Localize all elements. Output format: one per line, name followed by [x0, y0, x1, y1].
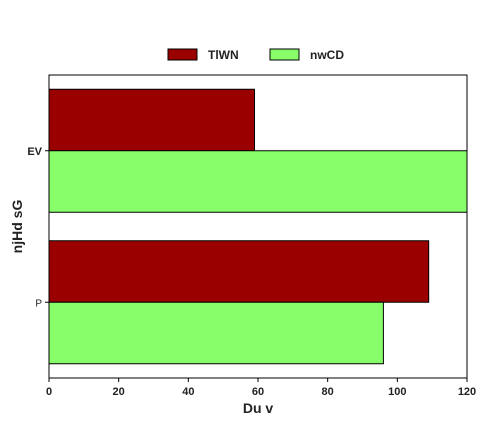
x-tick-label: 120: [458, 386, 476, 398]
x-axis: 0 20 40 60 80 100 120: [46, 378, 476, 398]
y-tick-label: P: [35, 298, 42, 309]
bars: [48, 88, 468, 365]
x-tick-label: 40: [182, 386, 194, 398]
x-tick-label: 80: [322, 386, 334, 398]
x-tick-label: 100: [388, 386, 406, 398]
y-tick-label: EV: [27, 146, 42, 158]
legend: TlWN nwCD: [167, 48, 344, 62]
x-tick-label: 0: [46, 386, 52, 398]
bar-TlWN-P: [48, 240, 430, 303]
legend-swatch: [167, 48, 198, 61]
x-tick-label: 60: [252, 386, 264, 398]
x-tick-label: 20: [113, 386, 125, 398]
x-axis-label: Du v: [243, 400, 274, 416]
bar-TlWN-EV: [48, 88, 256, 152]
y-axis: EV P: [27, 146, 49, 309]
bar-nwCD-EV: [48, 150, 468, 213]
bar-nwCD-P: [48, 301, 384, 365]
legend-swatch: [269, 48, 300, 61]
legend-label: TlWN: [208, 48, 239, 62]
legend-label: nwCD: [310, 48, 344, 62]
y-axis-label: njHd sG: [9, 200, 25, 254]
